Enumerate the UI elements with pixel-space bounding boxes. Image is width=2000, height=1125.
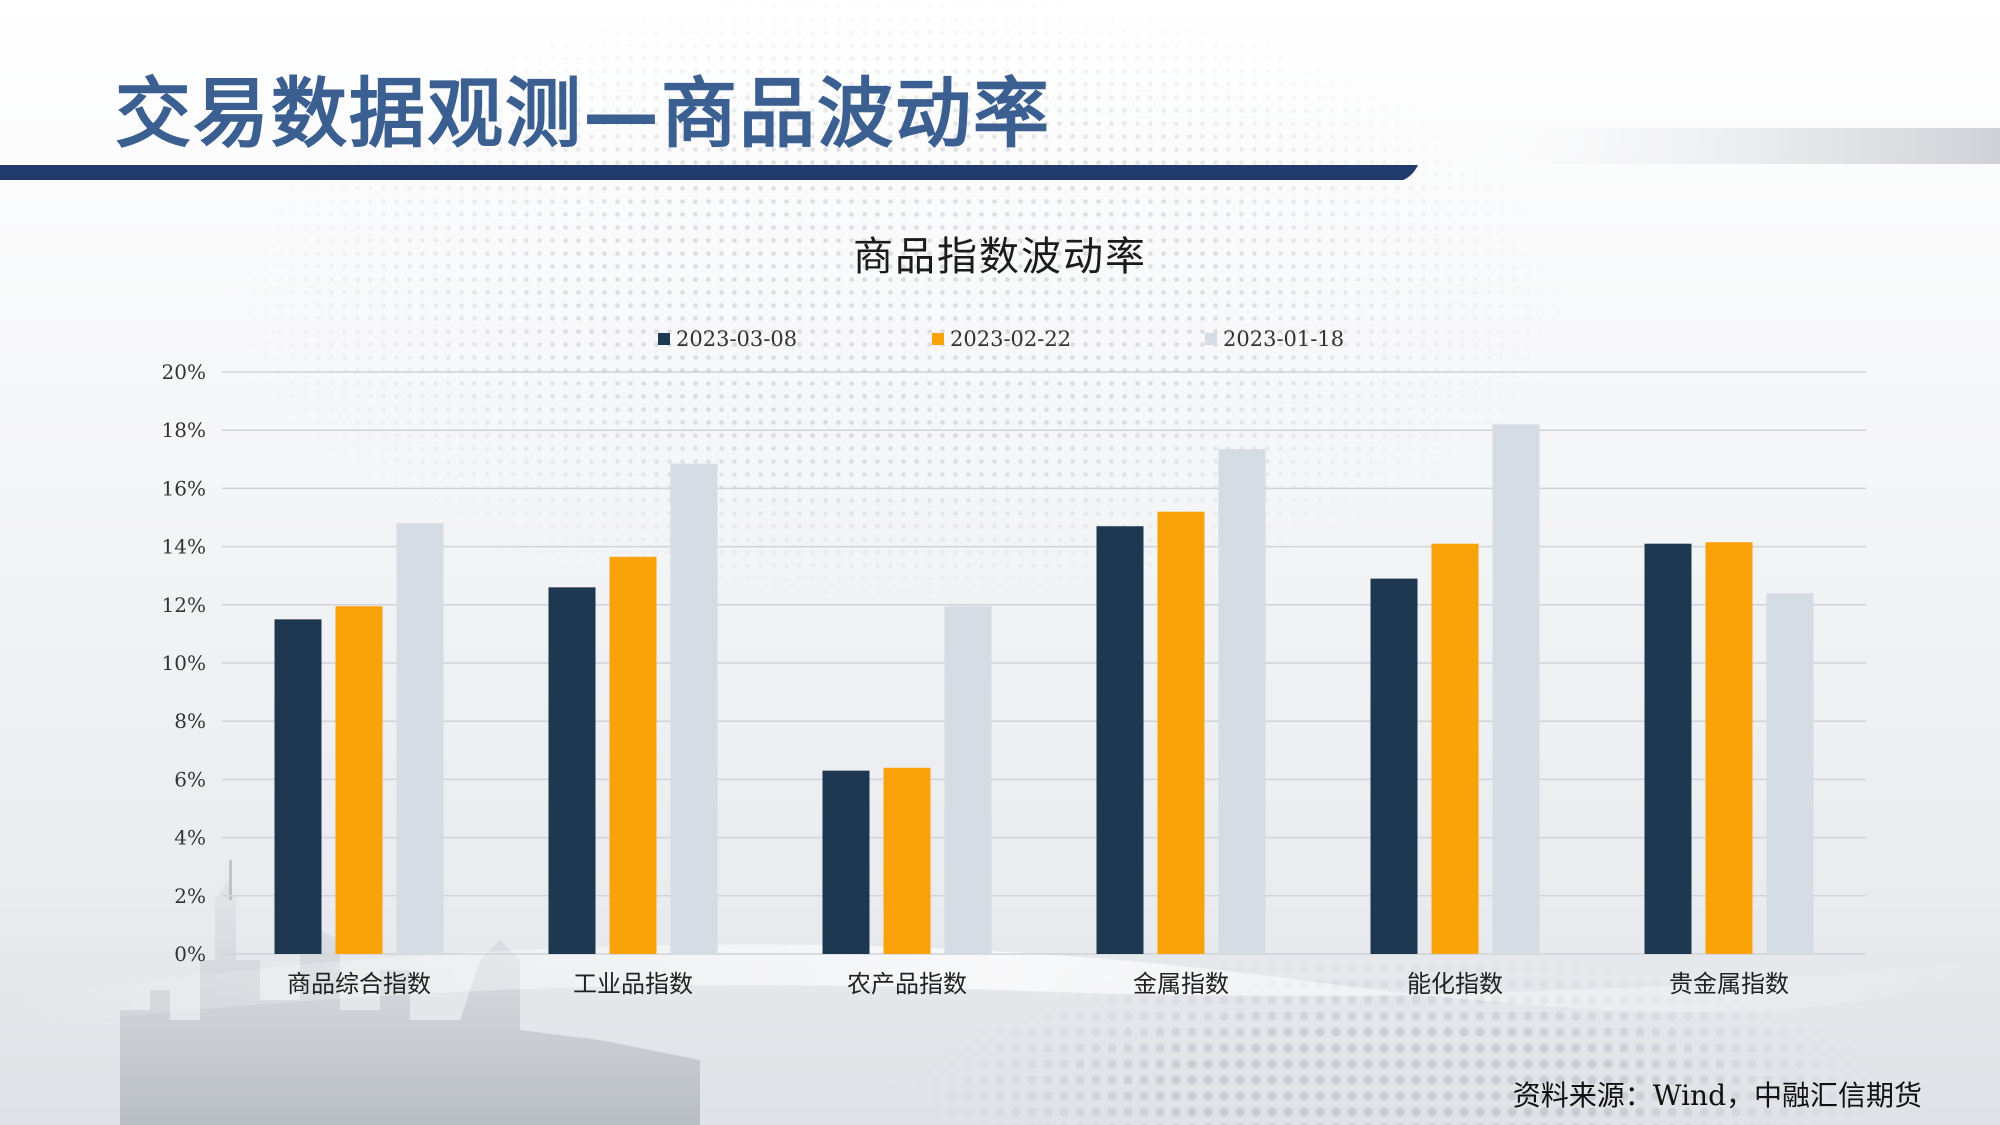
bar [670, 463, 718, 954]
bar [274, 619, 322, 954]
x-tick-label: 能化指数 [1407, 970, 1503, 998]
legend-label: 2023-01-18 [1223, 327, 1344, 351]
y-tick-label: 6% [174, 767, 206, 791]
bar [335, 606, 383, 954]
y-axis-ticks: 0% 2% 4% 6% 8% 10% 12% 14% 16% 18% 20% [162, 360, 206, 966]
x-tick-label: 工业品指数 [573, 970, 693, 998]
bar [1431, 543, 1479, 954]
legend-label: 2023-03-08 [676, 327, 797, 351]
x-axis-ticks: 商品综合指数 工业品指数 农产品指数 金属指数 能化指数 贵金属指数 [287, 970, 1789, 998]
y-tick-label: 14% [162, 535, 206, 559]
y-tick-label: 18% [162, 418, 206, 442]
gridlines [222, 371, 1866, 955]
y-tick-label: 0% [174, 942, 206, 966]
header-navy-band [0, 165, 1418, 180]
y-tick-label: 8% [174, 709, 206, 733]
bar [1492, 424, 1540, 954]
page-title: 交易数据观测—商品波动率 [115, 69, 1051, 158]
chart-title: 商品指数波动率 [853, 234, 1147, 280]
bar [883, 767, 931, 954]
bar [822, 770, 870, 954]
bar [944, 606, 992, 954]
x-tick-label: 农产品指数 [847, 970, 967, 998]
y-tick-label: 2% [174, 884, 206, 908]
legend-swatch [932, 333, 944, 345]
x-tick-label: 贵金属指数 [1669, 970, 1789, 998]
bar [1157, 511, 1205, 954]
bar [1705, 542, 1753, 954]
y-tick-label: 20% [162, 360, 206, 384]
bar [1370, 578, 1418, 954]
x-tick-label: 商品综合指数 [287, 970, 431, 998]
y-tick-label: 12% [162, 593, 206, 617]
bar [396, 523, 444, 954]
bar [1218, 449, 1266, 954]
header-band [0, 128, 2000, 180]
legend: 2023-03-08 2023-02-22 2023-01-18 [658, 327, 1344, 351]
legend-swatch [1205, 333, 1217, 345]
y-tick-label: 16% [162, 476, 206, 500]
bar [548, 587, 596, 954]
bar [609, 556, 657, 954]
source-note: 资料来源：Wind，中融汇信期货 [1512, 1079, 1922, 1112]
bar [1096, 526, 1144, 954]
legend-swatch [658, 333, 670, 345]
bars [274, 424, 1814, 954]
bar [1644, 543, 1692, 954]
x-tick-label: 金属指数 [1133, 970, 1229, 998]
y-tick-label: 10% [162, 651, 206, 675]
bar [1766, 593, 1814, 954]
y-tick-label: 4% [174, 826, 206, 850]
legend-label: 2023-02-22 [950, 327, 1071, 351]
